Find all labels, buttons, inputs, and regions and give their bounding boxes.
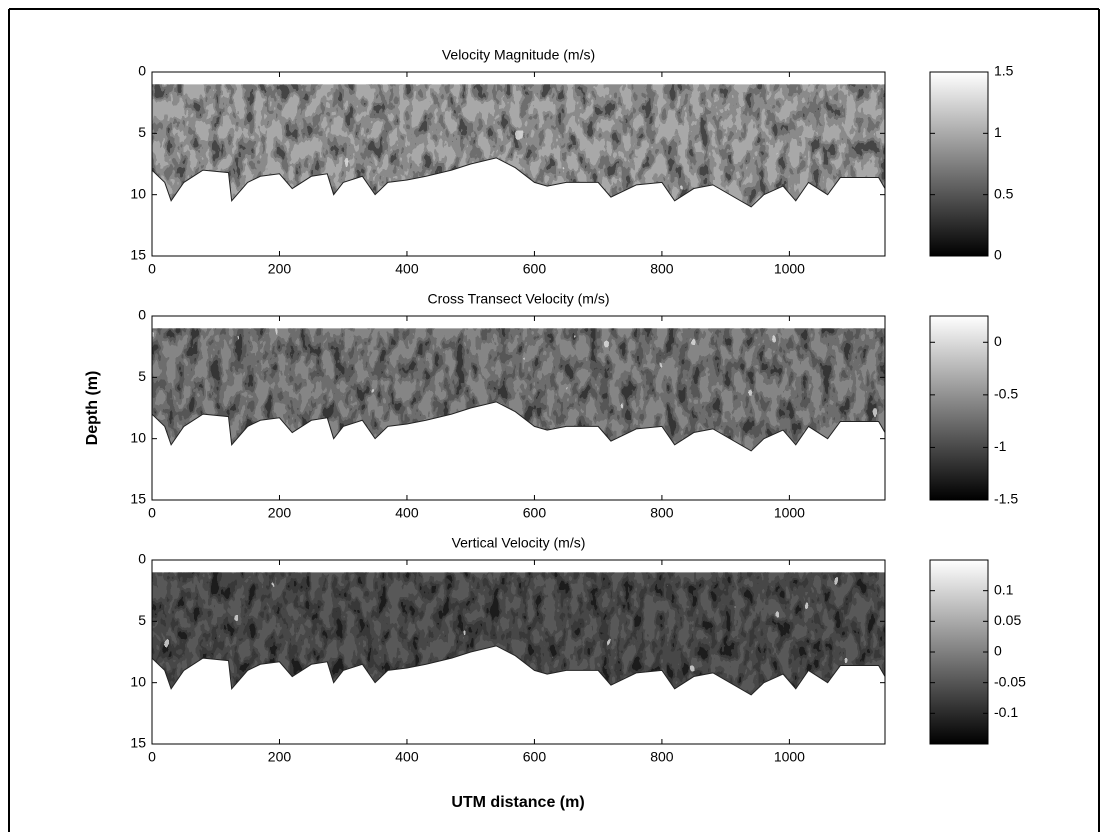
x-tick-label: 0 <box>148 749 156 765</box>
x-tick-label: 600 <box>523 261 547 277</box>
y-tick-label: 15 <box>130 735 146 751</box>
chart-title: Vertical Velocity (m/s) <box>452 535 586 551</box>
y-tick-label: 5 <box>138 368 146 384</box>
colorbar-tick-label: 0 <box>994 247 1002 263</box>
axes-box <box>151 71 886 257</box>
y-tick-label: 0 <box>138 63 146 79</box>
x-tick-label: 600 <box>523 749 547 765</box>
colorbar-tick-label: -1.5 <box>994 491 1018 507</box>
axes-box <box>151 315 886 501</box>
chart-title: Cross Transect Velocity (m/s) <box>427 291 609 307</box>
colorbar-tick-label: 0.5 <box>994 185 1014 201</box>
bottom-profile <box>151 401 886 452</box>
x-tick-label: 800 <box>650 505 674 521</box>
data-region <box>152 84 885 207</box>
y-tick-label: 0 <box>138 551 146 567</box>
y-axis-label: Depth (m) <box>84 371 101 446</box>
panel: Cross Transect Velocity (m/s) 0 200 400 600 8… <box>130 291 1018 521</box>
colorbar <box>929 559 989 745</box>
y-tick-label: 5 <box>138 612 146 628</box>
colorbar-tick-label: 1.5 <box>994 63 1014 79</box>
x-tick-label: 400 <box>395 261 419 277</box>
data-region <box>152 572 885 695</box>
x-tick-label: 800 <box>650 749 674 765</box>
colorbar-tick-label: -0.5 <box>994 386 1018 402</box>
colorbar-tick-label: 0 <box>994 333 1002 349</box>
axes-box <box>151 559 886 745</box>
x-tick-label: 0 <box>148 505 156 521</box>
y-tick-label: 10 <box>130 429 146 445</box>
y-tick-label: 5 <box>138 124 146 140</box>
colorbar-tick-label: 1 <box>994 124 1002 140</box>
x-tick-label: 200 <box>268 261 292 277</box>
y-tick-label: 15 <box>130 247 146 263</box>
data-region <box>152 328 885 451</box>
colorbar-tick-label: 0.05 <box>994 612 1021 628</box>
colorbar-tick-label: -0.1 <box>994 704 1018 720</box>
x-tick-label: 200 <box>268 505 292 521</box>
y-tick-label: 10 <box>130 185 146 201</box>
x-tick-label: 1000 <box>774 749 805 765</box>
bottom-profile <box>151 645 886 696</box>
panel: Velocity Magnitude (m/s)0 200 400 600 800 100… <box>130 47 1013 277</box>
x-tick-label: 0 <box>148 261 156 277</box>
chart-title: Velocity Magnitude (m/s) <box>442 47 595 63</box>
x-tick-label: 1000 <box>774 261 805 277</box>
x-tick-label: 200 <box>268 749 292 765</box>
x-tick-label: 400 <box>395 749 419 765</box>
x-tick-label: 1000 <box>774 505 805 521</box>
y-tick-label: 10 <box>130 673 146 689</box>
x-tick-label: 800 <box>650 261 674 277</box>
y-tick-label: 15 <box>130 491 146 507</box>
panel: Vertical Velocity (m/s)0 200 400 600 800 1000… <box>130 535 1026 765</box>
bottom-profile <box>151 157 886 208</box>
colorbar-tick-label: -0.05 <box>994 673 1026 689</box>
x-tick-label: 400 <box>395 505 419 521</box>
x-tick-label: 600 <box>523 505 547 521</box>
colorbar-tick-label: 0.1 <box>994 581 1014 597</box>
colorbar-tick-label: 0 <box>994 643 1002 659</box>
x-axis-label: UTM distance (m) <box>451 794 584 811</box>
colorbar <box>929 71 989 257</box>
colorbar-tick-label: -1 <box>994 438 1007 454</box>
colorbar <box>929 315 989 501</box>
y-tick-label: 0 <box>138 307 146 323</box>
